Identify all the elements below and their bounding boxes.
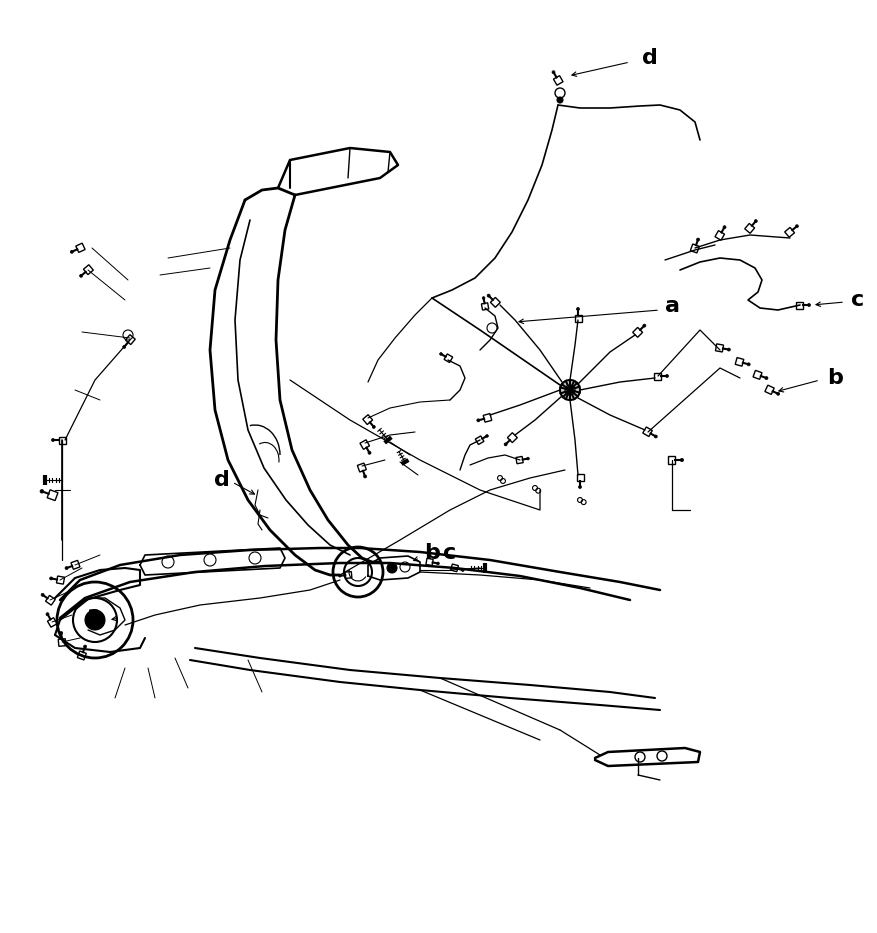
Circle shape	[579, 485, 581, 489]
Text: b: b	[424, 543, 440, 563]
Circle shape	[85, 610, 105, 630]
Circle shape	[666, 374, 668, 378]
Text: d: d	[214, 470, 230, 490]
Circle shape	[50, 577, 53, 580]
Circle shape	[777, 392, 780, 396]
Circle shape	[526, 457, 530, 460]
Circle shape	[123, 345, 125, 348]
Circle shape	[41, 593, 44, 596]
Circle shape	[504, 443, 507, 446]
Circle shape	[643, 324, 645, 327]
Circle shape	[747, 363, 750, 366]
Circle shape	[65, 566, 68, 569]
Circle shape	[477, 419, 480, 422]
Circle shape	[560, 380, 580, 400]
Circle shape	[486, 435, 488, 438]
Circle shape	[765, 377, 768, 380]
Circle shape	[681, 458, 683, 462]
Circle shape	[70, 250, 74, 253]
Text: b: b	[827, 368, 843, 388]
Text: a: a	[665, 296, 680, 316]
Text: d: d	[642, 48, 658, 68]
Circle shape	[808, 303, 810, 307]
Circle shape	[372, 425, 375, 428]
Circle shape	[46, 613, 49, 616]
Circle shape	[557, 97, 563, 103]
Circle shape	[40, 490, 44, 494]
Circle shape	[368, 452, 371, 454]
Circle shape	[387, 563, 397, 573]
Circle shape	[723, 226, 726, 229]
Text: c: c	[852, 290, 865, 310]
Text: c: c	[444, 543, 457, 563]
Circle shape	[754, 219, 757, 223]
Circle shape	[576, 308, 580, 311]
Circle shape	[654, 435, 657, 438]
Text: a: a	[88, 605, 103, 625]
Circle shape	[552, 71, 555, 74]
Circle shape	[795, 225, 798, 228]
Circle shape	[80, 274, 82, 277]
Circle shape	[487, 294, 490, 297]
Circle shape	[339, 575, 341, 577]
Circle shape	[83, 645, 87, 648]
Circle shape	[60, 632, 63, 634]
Circle shape	[52, 439, 54, 441]
Circle shape	[461, 569, 464, 571]
Circle shape	[727, 348, 731, 351]
Circle shape	[437, 562, 439, 564]
Circle shape	[364, 475, 367, 478]
Circle shape	[439, 353, 442, 355]
Circle shape	[696, 238, 700, 241]
Circle shape	[482, 297, 485, 299]
